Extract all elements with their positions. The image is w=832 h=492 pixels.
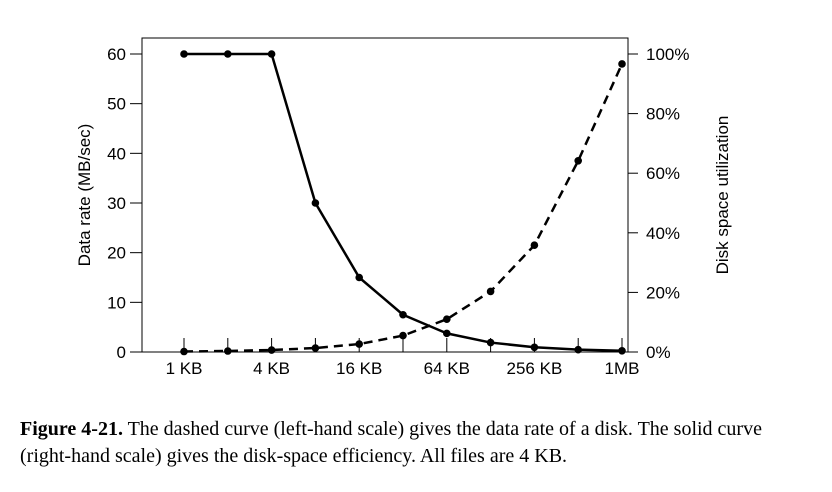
x-axis: 1 KB 4 KB 16 KB 64 KB 256 KB 1MB [166,338,640,378]
series-layer [180,50,626,356]
y-right-tick-label: 100% [646,45,689,64]
data-point-dashed [574,156,582,165]
y-axis-right-label: Disk space utilization [713,116,732,275]
y-right-tick-label: 80% [646,105,680,124]
x-tick-label: 16 KB [336,359,382,378]
data-point-solid [574,345,582,354]
data-point-dashed [618,60,626,68]
y-left-tick-label: 60 [107,45,126,64]
data-point-solid [618,347,626,355]
y-left-tick-label: 0 [117,343,126,362]
series-line-solid [184,52,623,353]
y-right-tick-label: 40% [646,224,680,243]
data-point-solid [267,50,276,58]
data-point-dashed [486,287,495,296]
y-axis-right: 0% 20% 40% 60% 80% 100% [628,45,689,362]
y-left-tick-label: 40 [107,144,126,163]
y-axis-left: 0 10 20 30 40 50 60 [107,45,142,362]
data-point-solid [311,199,320,207]
plot-border [141,37,629,353]
data-point-dashed [180,347,188,356]
data-point-solid [486,338,495,347]
data-point-solid [224,50,232,58]
y-left-tick-label: 30 [107,194,126,213]
data-point-solid [355,273,364,282]
x-tick-label: 4 KB [253,359,290,378]
data-point-dashed [311,344,320,352]
data-point-solid [530,343,539,352]
data-point-dashed [399,331,407,340]
series-line-dashed [183,63,624,353]
x-tick-label: 1 KB [166,359,203,378]
data-point-dashed [443,315,451,324]
x-tick-label: 64 KB [424,359,470,378]
y-right-tick-label: 20% [646,283,680,302]
y-right-tick-label: 60% [646,164,680,183]
y-left-tick-label: 10 [107,293,126,312]
data-point-dashed [224,347,232,355]
data-point-solid [399,310,407,319]
data-point-dashed [267,346,276,354]
y-axis-left-label: Data rate (MB/sec) [75,124,94,267]
caption-text: The dashed curve (left-hand scale) gives… [20,418,762,467]
data-point-dashed [530,241,539,250]
plot-frame [141,37,629,353]
chart: 0 10 20 30 40 50 60 0% 20% 40% 60% 80% 100% 1 KB 4 K… [75,37,732,378]
y-right-tick-label: 0% [646,343,671,362]
data-point-solid [180,50,188,58]
caption-label: Figure 4-21. [20,418,123,440]
x-tick-label: 256 KB [507,359,563,378]
y-left-tick-label: 20 [107,244,126,263]
x-tick-label: 1MB [605,359,640,378]
y-left-tick-label: 50 [107,95,126,114]
data-point-dashed [355,340,364,348]
figure-caption: Figure 4-21. The dashed curve (left-hand… [20,416,810,470]
data-point-solid [443,329,451,338]
